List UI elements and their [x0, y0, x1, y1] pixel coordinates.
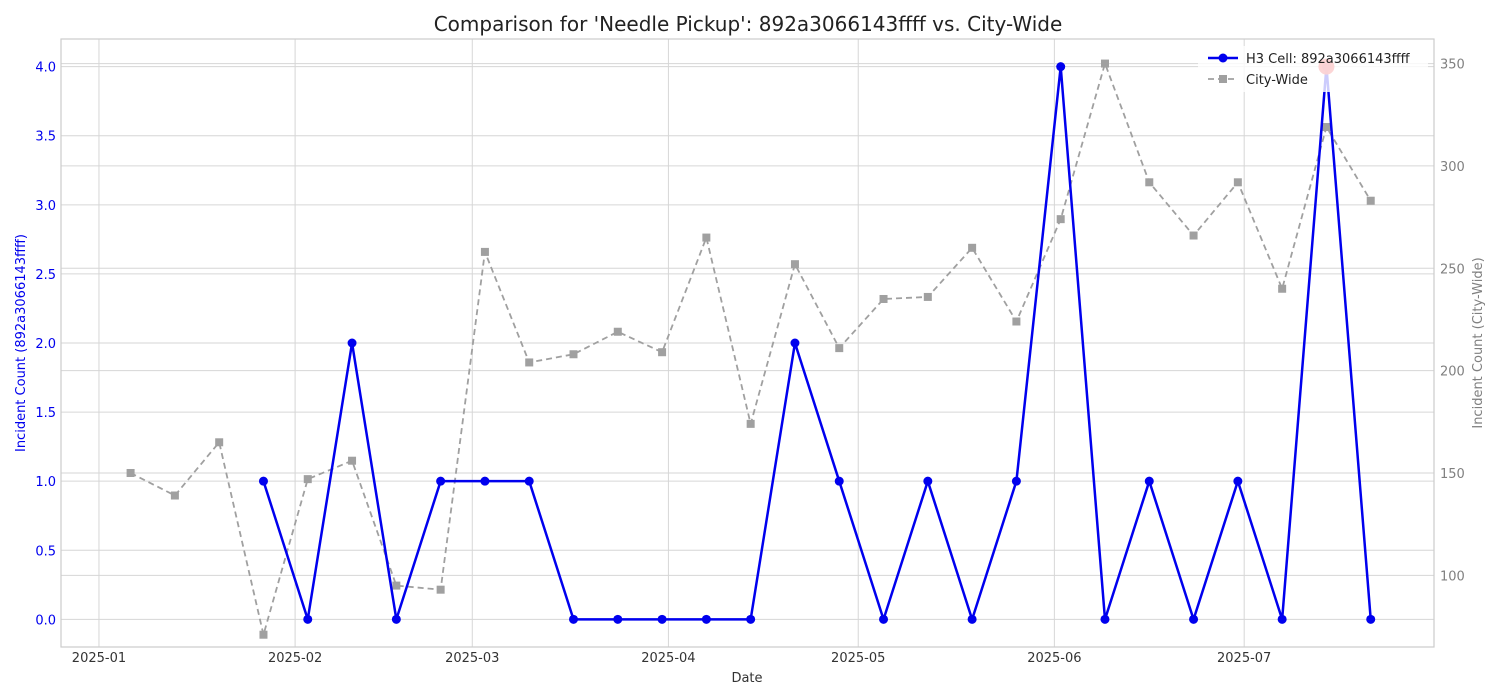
citywide-point	[436, 585, 445, 594]
x-tick-label: 2025-06	[1027, 651, 1081, 666]
citywide-point	[835, 344, 844, 353]
cell-point	[1100, 614, 1110, 624]
series-lines	[126, 58, 1376, 639]
right-y-tick-label: 350	[1440, 58, 1465, 73]
legend-box	[1198, 46, 1428, 92]
citywide-point	[658, 348, 667, 357]
citywide-point	[1366, 196, 1375, 205]
left-y-tick-label: 1.0	[35, 475, 56, 490]
left-y-tick-label: 1.5	[35, 406, 56, 421]
citywide-point	[702, 233, 711, 242]
cell-point	[391, 614, 401, 624]
cell-point	[967, 614, 977, 624]
left-y-tick-label: 0.0	[35, 613, 56, 628]
citywide-point	[1189, 231, 1198, 240]
left-y-tick-label: 2.0	[35, 337, 56, 352]
citywide-point	[790, 260, 799, 269]
citywide-point	[1233, 178, 1242, 187]
cell-point	[701, 614, 711, 624]
left-y-axis-label: Incident Count (892a3066143ffff)	[14, 234, 29, 452]
citywide-point	[613, 327, 622, 336]
series-line-cell	[262, 65, 1372, 621]
legend-label-cell: H3 Cell: 892a3066143ffff	[1246, 52, 1411, 67]
grid-lines	[61, 39, 1434, 647]
x-tick-label: 2025-07	[1217, 651, 1271, 666]
cell-point	[657, 614, 667, 624]
cell-point	[1233, 476, 1243, 486]
cell-point	[1189, 614, 1199, 624]
citywide-point	[348, 456, 357, 465]
x-tick-label: 2025-04	[641, 651, 695, 666]
x-tick-label: 2025-01	[72, 651, 126, 666]
cell-point	[436, 476, 446, 486]
citywide-point	[480, 247, 489, 256]
right-y-axis-label: Incident Count (City-Wide)	[1471, 257, 1486, 428]
citywide-point	[1056, 215, 1065, 224]
right-y-tick-label: 250	[1440, 262, 1465, 277]
x-tick-label: 2025-03	[445, 651, 499, 666]
citywide-point	[569, 350, 578, 359]
cell-point	[258, 476, 268, 486]
citywide-point	[215, 438, 224, 447]
citywide-point	[1322, 123, 1331, 132]
left-y-tick-label: 2.5	[35, 268, 56, 283]
series-line-citywide	[130, 60, 1372, 635]
legend-marker-cell	[1218, 53, 1228, 63]
cell-point	[1277, 614, 1287, 624]
citywide-point	[1012, 317, 1021, 326]
plot-frame	[60, 38, 1435, 648]
citywide-point	[170, 491, 179, 500]
cell-point	[524, 476, 534, 486]
legend-marker-citywide	[1219, 75, 1227, 83]
legend-label-citywide: City-Wide	[1246, 73, 1308, 88]
cell-point	[790, 338, 800, 348]
x-tick-label: 2025-05	[831, 651, 885, 666]
citywide-point	[1278, 284, 1287, 293]
right-y-tick-label: 200	[1440, 365, 1465, 380]
cell-point	[347, 338, 357, 348]
citywide-point	[1100, 59, 1109, 68]
cell-point	[746, 614, 756, 624]
citywide-point	[1145, 178, 1154, 187]
left-y-tick-label: 3.0	[35, 199, 56, 214]
axis-ticks: 2025-01 2025-02 2025-03 2025-04 2025-05 2025-…	[35, 58, 1465, 666]
cell-point	[834, 476, 844, 486]
x-axis-label: Date	[731, 671, 762, 686]
cell-point	[1056, 62, 1066, 72]
cell-point	[1366, 614, 1376, 624]
right-y-tick-label: 100	[1440, 569, 1465, 584]
cell-point	[303, 614, 313, 624]
cell-point	[1011, 476, 1021, 486]
chart-title: Comparison for 'Needle Pickup': 892a3066…	[434, 12, 1063, 36]
right-y-tick-label: 150	[1440, 467, 1465, 482]
left-y-tick-label: 0.5	[35, 544, 56, 559]
cell-point	[1144, 476, 1154, 486]
citywide-point	[392, 581, 401, 590]
left-y-tick-label: 3.5	[35, 130, 56, 145]
left-y-tick-label: 4.0	[35, 61, 56, 76]
citywide-point	[126, 468, 135, 477]
citywide-point	[303, 475, 312, 484]
cell-point	[569, 614, 579, 624]
citywide-point	[879, 294, 888, 303]
x-tick-label: 2025-02	[268, 651, 322, 666]
citywide-point	[746, 419, 755, 428]
cell-point	[923, 476, 933, 486]
right-y-tick-label: 300	[1440, 160, 1465, 175]
cell-point	[879, 614, 889, 624]
legend: H3 Cell: 892a3066143ffff City-Wide	[1198, 46, 1428, 92]
citywide-point	[525, 358, 534, 367]
citywide-point	[259, 630, 268, 639]
citywide-point	[923, 292, 932, 301]
citywide-point	[968, 243, 977, 252]
cell-point	[613, 614, 623, 624]
cell-point	[480, 476, 490, 486]
